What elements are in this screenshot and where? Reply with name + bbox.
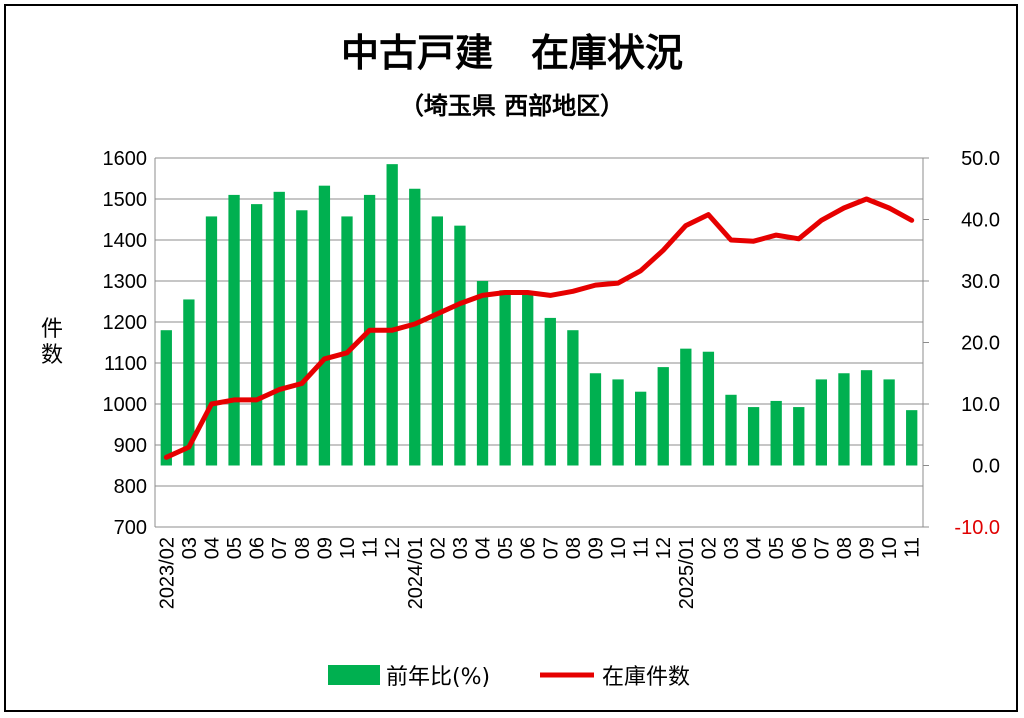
x-tick-label: 05 <box>224 537 246 559</box>
bar-11 <box>409 188 421 466</box>
bar-1 <box>183 299 195 466</box>
left-axis-tick-label: 1100 <box>104 353 147 375</box>
x-tick-label: 08 <box>834 537 856 559</box>
bar-31 <box>860 370 873 466</box>
x-tick-label: 10 <box>608 537 630 559</box>
legend-swatch-bar <box>328 665 380 685</box>
x-tick-label: 02 <box>427 537 449 559</box>
x-tick-label: 09 <box>585 537 607 559</box>
x-tick-label: 2025/01 <box>676 537 698 609</box>
left-axis-tick-label: 1600 <box>103 148 148 170</box>
bar-13 <box>454 225 466 466</box>
x-tick-label: 12 <box>653 537 675 559</box>
left-axis-tick-label: 1000 <box>103 394 148 416</box>
bar-22 <box>657 367 669 466</box>
left-axis-tick-label: 1200 <box>103 312 148 334</box>
bar-0 <box>160 330 172 466</box>
bar-33 <box>906 410 918 466</box>
right-axis-tick-label: 40.0 <box>961 210 1000 232</box>
legend-label-bar: 前年比(%) <box>386 665 490 690</box>
bar-25 <box>725 394 737 466</box>
x-tick-label: 05 <box>766 537 788 559</box>
x-tick-label: 06 <box>518 537 540 559</box>
x-tick-label: 12 <box>382 537 404 559</box>
bar-28 <box>793 407 805 466</box>
left-axis-tick-label: 800 <box>114 476 147 498</box>
x-tick-label: 07 <box>540 537 562 559</box>
bar-27 <box>770 400 782 466</box>
bar-21 <box>635 391 647 466</box>
x-tick-label: 09 <box>314 537 336 559</box>
left-axis-tick-label: 1400 <box>103 230 148 252</box>
right-axis-tick-label: 10.0 <box>961 394 1000 416</box>
x-tick-label: 11 <box>360 537 382 558</box>
bar-3 <box>228 194 240 466</box>
right-axis-tick-label: -10.0 <box>954 517 1000 539</box>
bar-17 <box>544 317 556 466</box>
x-tick-label: 2024/01 <box>405 537 427 609</box>
left-axis-tick-label: 900 <box>114 435 147 457</box>
bar-30 <box>838 373 850 466</box>
x-tick-label: 07 <box>269 537 291 559</box>
x-tick-label: 03 <box>179 537 201 559</box>
bar-19 <box>589 373 602 466</box>
x-tick-label: 10 <box>879 537 901 559</box>
x-tick-label: 06 <box>247 537 269 559</box>
right-axis-tick-label: 50.0 <box>961 148 1000 170</box>
x-tick-label: 06 <box>789 537 811 559</box>
chart-title: 中古戸建 在庫状況 <box>341 31 683 75</box>
x-tick-label: 03 <box>721 537 743 559</box>
y-axis-label-char: 件 <box>41 317 63 342</box>
x-tick-label: 11 <box>631 537 653 558</box>
x-tick-label: 04 <box>201 537 223 559</box>
line-series-inventory <box>163 196 915 460</box>
bar-14 <box>476 281 489 466</box>
x-tick-label: 03 <box>450 537 472 559</box>
bar-4 <box>251 204 263 466</box>
x-tick-label: 04 <box>473 537 495 559</box>
bar-18 <box>567 330 579 466</box>
x-tick-label: 04 <box>744 537 766 559</box>
bar-29 <box>815 379 827 466</box>
x-tick-label: 10 <box>337 537 359 559</box>
x-tick-label: 02 <box>698 537 720 559</box>
x-tick-label: 07 <box>811 537 833 559</box>
bar-6 <box>296 210 308 466</box>
x-tick-label: 09 <box>857 537 879 559</box>
x-tick-label: 08 <box>292 537 314 559</box>
bar-23 <box>680 348 692 466</box>
bar-10 <box>386 164 398 466</box>
right-axis-tick-label: 0.0 <box>972 456 1000 478</box>
bar-20 <box>612 379 624 466</box>
x-tick-label: 08 <box>563 537 585 559</box>
chart-frame <box>4 4 1018 712</box>
bar-15 <box>499 290 511 466</box>
chart-subtitle: （埼玉県 西部地区） <box>400 92 624 120</box>
bar-32 <box>883 379 895 466</box>
x-tick-label: 2023/02 <box>156 537 178 609</box>
legend-label-line: 在庫件数 <box>602 665 690 690</box>
bar-8 <box>341 216 353 466</box>
left-axis-tick-label: 700 <box>114 517 147 539</box>
bar-2 <box>205 216 218 466</box>
right-axis-tick-label: 30.0 <box>961 271 1000 293</box>
right-axis-tick-label: 20.0 <box>961 333 1000 355</box>
bar-24 <box>702 351 715 466</box>
bar-12 <box>431 216 443 466</box>
x-tick-label: 11 <box>902 537 924 558</box>
left-axis-tick-label: 1500 <box>103 189 148 211</box>
bar-7 <box>318 185 331 466</box>
bar-5 <box>273 191 285 466</box>
y-axis-label-char: 数 <box>41 343 63 368</box>
bar-16 <box>522 293 534 466</box>
left-axis-tick-label: 1300 <box>103 271 148 293</box>
bar-26 <box>747 407 760 466</box>
x-tick-label: 05 <box>495 537 517 559</box>
